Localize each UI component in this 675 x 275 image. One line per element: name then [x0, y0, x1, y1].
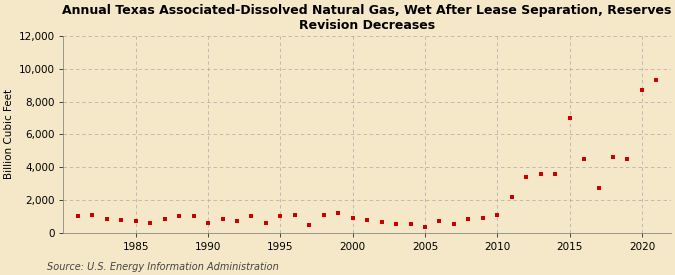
- Point: [506, 195, 517, 200]
- Point: [362, 218, 373, 222]
- Point: [521, 175, 532, 179]
- Point: [622, 157, 633, 161]
- Point: [290, 213, 300, 218]
- Point: [477, 216, 488, 220]
- Point: [202, 221, 213, 225]
- Point: [246, 214, 257, 218]
- Point: [87, 212, 98, 217]
- Point: [651, 78, 661, 82]
- Text: Source: U.S. Energy Information Administration: Source: U.S. Energy Information Administ…: [47, 262, 279, 272]
- Point: [130, 219, 141, 223]
- Point: [391, 222, 402, 227]
- Point: [319, 212, 329, 217]
- Point: [608, 155, 618, 160]
- Point: [304, 223, 315, 227]
- Point: [564, 116, 575, 120]
- Point: [101, 217, 112, 222]
- Point: [549, 171, 560, 176]
- Point: [72, 214, 83, 218]
- Point: [448, 222, 459, 227]
- Point: [434, 219, 445, 223]
- Point: [637, 88, 647, 92]
- Point: [173, 214, 184, 218]
- Point: [275, 214, 286, 218]
- Point: [463, 217, 474, 222]
- Point: [578, 157, 589, 161]
- Point: [116, 218, 127, 222]
- Point: [188, 214, 199, 218]
- Point: [492, 213, 503, 218]
- Point: [405, 222, 416, 227]
- Point: [420, 225, 431, 229]
- Point: [376, 220, 387, 224]
- Point: [535, 171, 546, 176]
- Point: [593, 186, 604, 191]
- Point: [145, 221, 156, 225]
- Point: [217, 217, 228, 222]
- Point: [159, 217, 170, 222]
- Y-axis label: Billion Cubic Feet: Billion Cubic Feet: [4, 89, 14, 179]
- Point: [333, 211, 344, 215]
- Point: [348, 216, 358, 220]
- Point: [261, 221, 271, 225]
- Title: Annual Texas Associated-Dissolved Natural Gas, Wet After Lease Separation, Reser: Annual Texas Associated-Dissolved Natura…: [63, 4, 672, 32]
- Point: [232, 219, 242, 223]
